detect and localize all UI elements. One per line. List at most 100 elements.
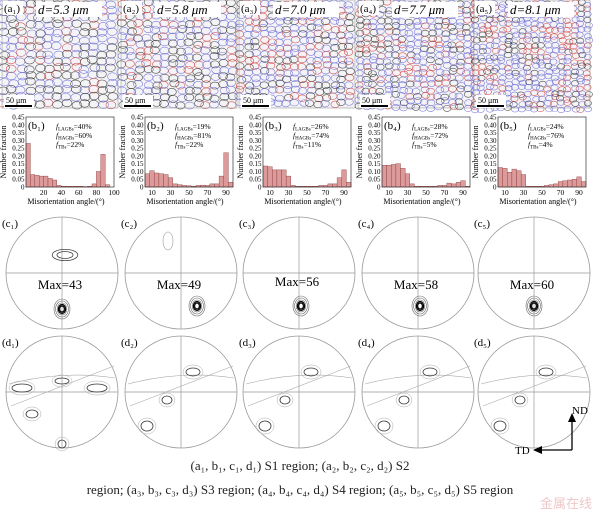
- grain-boundary: [562, 30, 571, 37]
- histogram-bar: [100, 154, 106, 188]
- grain-boundary: [471, 57, 480, 64]
- contour: [57, 439, 67, 449]
- grain-boundary: [510, 27, 519, 35]
- contour: [22, 406, 42, 422]
- grain-boundary: [575, 31, 584, 38]
- grain-boundary: [51, 33, 62, 43]
- grain-boundary: [369, 29, 379, 36]
- contour: [255, 417, 275, 435]
- contour: [303, 367, 319, 377]
- grain-boundary: [266, 68, 276, 76]
- grain-boundary: [14, 41, 26, 51]
- grain-boundary: [312, 24, 323, 32]
- grain-boundary: [322, 86, 332, 94]
- x-tick-label: 50: [303, 188, 311, 197]
- grain-boundary: [404, 29, 414, 37]
- histogram-bar: [460, 180, 466, 188]
- subscript: TBs: [414, 146, 422, 151]
- contour: [162, 231, 174, 251]
- subscript: TBs: [530, 146, 538, 151]
- grain-boundary: [321, 17, 331, 26]
- grain-boundary: [376, 45, 385, 53]
- contour: [51, 248, 79, 261]
- grain-boundary: [551, 90, 560, 97]
- grain-boundary: [463, 90, 473, 98]
- grain-boundary: [51, 70, 62, 79]
- grain-boundary: [464, 99, 473, 107]
- grain-boundary: [391, 45, 401, 52]
- x-tick-label: 40: [57, 188, 65, 197]
- contour: [247, 365, 352, 407]
- value: =81%: [193, 131, 211, 140]
- grain-boundary: [225, 12, 236, 21]
- fraction-annotation: fHAGBs=72%: [412, 131, 448, 142]
- grain-boundary: [17, 35, 28, 45]
- histogram-bar: [381, 165, 387, 188]
- grain-boundary: [524, 26, 533, 33]
- y-tick-label: 0.05: [12, 176, 25, 184]
- value: =74%: [311, 131, 329, 140]
- grain-boundary: [141, 59, 152, 67]
- grain-boundary: [260, 67, 270, 75]
- grain-boundary: [216, 47, 227, 56]
- grain-boundary: [160, 93, 170, 102]
- grain-boundary: [41, 41, 53, 50]
- y-tick-label: 0.30: [12, 137, 25, 145]
- y-tick-label: 0: [258, 184, 262, 192]
- y-tick-label: 0.15: [249, 160, 262, 168]
- grain-boundary: [511, 54, 520, 61]
- grain-boundary: [61, 71, 73, 80]
- grain-boundary: [434, 28, 444, 36]
- grain-boundary: [377, 41, 386, 49]
- grain-boundary: [150, 65, 161, 74]
- grain-boundary: [575, 20, 584, 27]
- grain-boundary: [407, 57, 416, 64]
- histogram-bar: [218, 175, 224, 188]
- y-tick-label: 0.45: [131, 114, 144, 122]
- grain-boundary: [399, 99, 409, 107]
- fraction-annotation: fTBs=5%: [412, 140, 437, 151]
- contour: [161, 395, 173, 405]
- grain-boundary: [274, 86, 285, 94]
- y-tick-label: 0.30: [368, 137, 381, 145]
- histogram-bar: [34, 175, 40, 188]
- grain-boundary: [228, 67, 238, 75]
- grain-boundary: [336, 82, 346, 90]
- panel-label-c: (c₃): [239, 218, 255, 230]
- grain-boundary: [571, 52, 580, 59]
- grain-boundary: [569, 96, 578, 103]
- pole-figure-d: (d₅): [474, 335, 591, 449]
- grain-boundary: [362, 50, 371, 58]
- histogram-bar: [158, 173, 164, 188]
- grain-boundary: [105, 63, 116, 72]
- grain-boundary: [218, 99, 229, 107]
- value: =24%: [546, 122, 564, 131]
- grain-boundary: [537, 73, 546, 80]
- sample-axes: ND TD: [515, 405, 588, 457]
- x-tick-label: 90: [340, 188, 348, 197]
- grain-boundary: [519, 79, 528, 87]
- grain-boundary: [440, 22, 450, 29]
- grain-boundary: [363, 63, 372, 70]
- grain-boundary: [397, 18, 407, 26]
- contour: [414, 299, 426, 313]
- grain-boundary: [362, 18, 371, 26]
- grain-boundary: [70, 93, 82, 102]
- grain-boundary: [42, 34, 53, 43]
- grain-boundary: [251, 18, 261, 26]
- y-axis-label: Number fraction: [236, 125, 245, 178]
- grain-boundary: [486, 42, 494, 49]
- grain-boundary: [545, 26, 554, 34]
- grain-boundary: [142, 20, 153, 28]
- contour: [54, 377, 70, 385]
- grain-boundary: [536, 22, 545, 29]
- grain-boundary: [519, 69, 527, 76]
- grain-boundary: [420, 45, 429, 52]
- subscript: HAGBs: [414, 137, 430, 142]
- grain-boundary: [290, 69, 300, 77]
- grain-boundary: [471, 84, 480, 91]
- grain-boundary: [210, 32, 221, 40]
- contour: [25, 409, 39, 419]
- histogram-bar: [91, 183, 97, 188]
- grain-boundary: [200, 101, 211, 110]
